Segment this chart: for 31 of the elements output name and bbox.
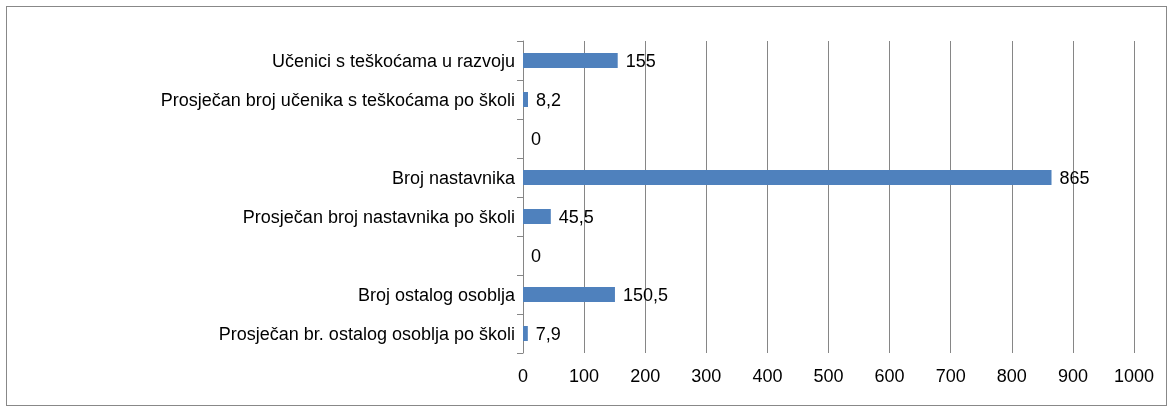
bar [523,53,618,68]
data-label: 7,9 [535,323,561,344]
x-tick-label: 100 [569,366,600,386]
x-tick-label: 500 [813,366,844,386]
x-tick-label: 1000 [1113,366,1155,386]
bar [523,92,529,107]
y-tick-label: Učenici s teškoćama u razvoju [271,50,515,71]
x-tick-label: 300 [691,366,722,386]
bar [523,170,1052,185]
x-tick-label: 400 [752,366,783,386]
y-tick-label: Prosječan br. ostalog osoblja po školi [218,323,515,344]
x-tick-label: 200 [630,366,661,386]
x-tick-label: 700 [935,366,966,386]
bar [523,287,615,302]
y-tick-label: Prosječan broj učenika s teškoćama po školi [160,89,515,110]
bar [523,326,528,341]
x-tick-label: 0 [517,366,529,386]
data-label: 8,2 [536,89,562,110]
x-tick-label: 600 [874,366,905,386]
data-label: 155 [625,50,656,71]
y-tick-label: Prosječan broj nastavnika po školi [242,206,515,227]
data-label: 0 [531,245,542,266]
data-label: 45,5 [558,206,594,227]
data-label: 150,5 [622,284,668,305]
y-tick-label: Broj ostalog osoblja [357,284,516,305]
bar [523,209,551,224]
x-tick-label: 800 [996,366,1027,386]
data-label: 0 [531,128,542,149]
y-tick-label: Broj nastavnika [391,167,516,188]
x-tick-label: 900 [1057,366,1088,386]
data-label: 865 [1059,167,1090,188]
